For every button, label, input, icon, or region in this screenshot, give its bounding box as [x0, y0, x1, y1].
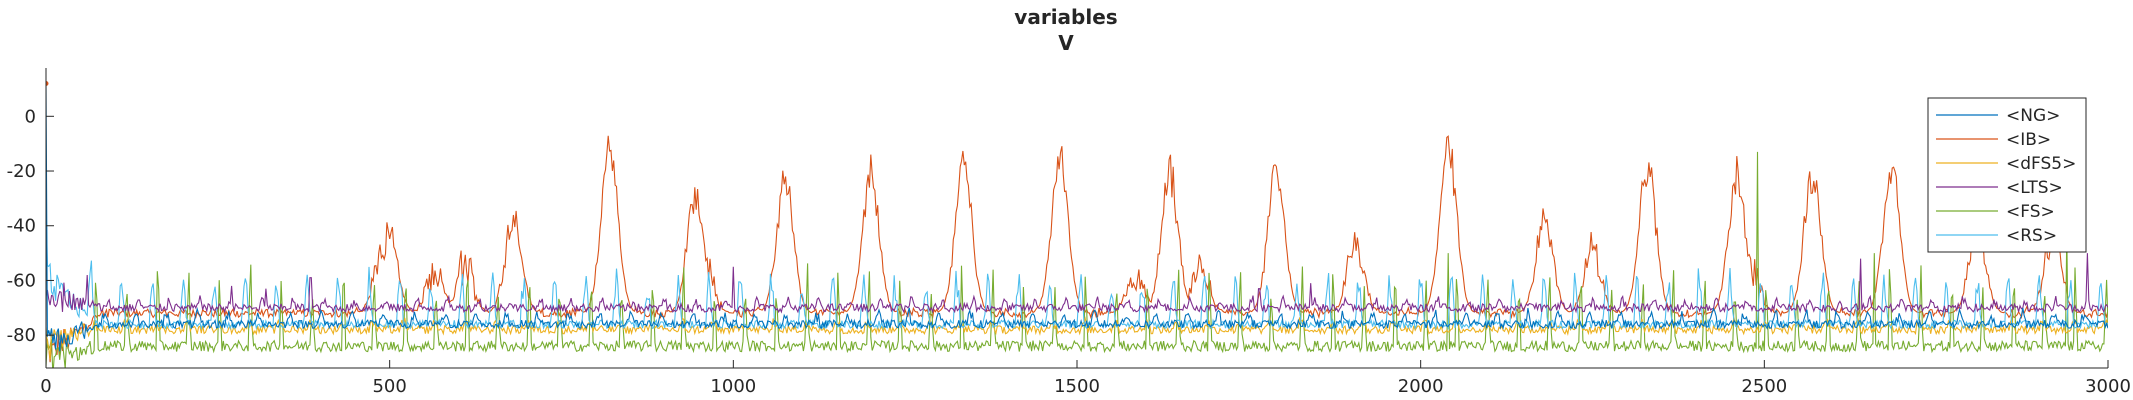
plot-area: 0 500 1000 1500 2000 2500 3000 0 -20 -40 -60 -80 — [7, 68, 2131, 397]
y-tick-label: 0 — [25, 106, 36, 127]
y-tick-label: -40 — [7, 216, 36, 237]
chart-subtitle: V — [1058, 31, 1074, 55]
x-tick-label: 0 — [40, 376, 51, 397]
x-tick-label: 1500 — [1054, 376, 1100, 397]
series-line-ng — [46, 83, 2108, 352]
legend-label-dfs5: <dFS5> — [2006, 154, 2076, 174]
y-tick-label: -60 — [7, 270, 36, 291]
series-line-ib — [46, 135, 2108, 363]
axis-layer: 0 500 1000 1500 2000 2500 3000 0 -20 -40 -60 -80 — [7, 68, 2131, 397]
x-tick-label: 1000 — [710, 376, 756, 397]
x-tick-label: 2500 — [1741, 376, 1787, 397]
legend: <NG> <IB> <dFS5> <LTS> <FS> <RS> — [1927, 97, 2087, 253]
series-layer — [46, 80, 2108, 368]
legend-label-rs: <RS> — [2006, 226, 2057, 246]
chart-title: variables — [1014, 5, 1117, 29]
legend-label-lts: <LTS> — [2006, 178, 2063, 198]
series-line-fs — [46, 151, 2108, 368]
y-tick-label: -80 — [7, 325, 36, 346]
legend-label-ng: <NG> — [2006, 106, 2060, 126]
legend-label-fs: <FS> — [2006, 202, 2055, 222]
legend-label-ib: <IB> — [2006, 130, 2051, 150]
y-tick-label: -20 — [7, 161, 36, 182]
x-tick-label: 3000 — [2085, 376, 2131, 397]
legend-box — [1927, 97, 2087, 253]
initial-spike-marker — [46, 80, 49, 86]
x-tick-label: 2000 — [1398, 376, 1444, 397]
x-tick-label: 500 — [372, 376, 406, 397]
legend-items: <NG> <IB> <dFS5> <LTS> <FS> <RS> — [1936, 106, 2076, 246]
series-line-lts — [46, 253, 2108, 314]
